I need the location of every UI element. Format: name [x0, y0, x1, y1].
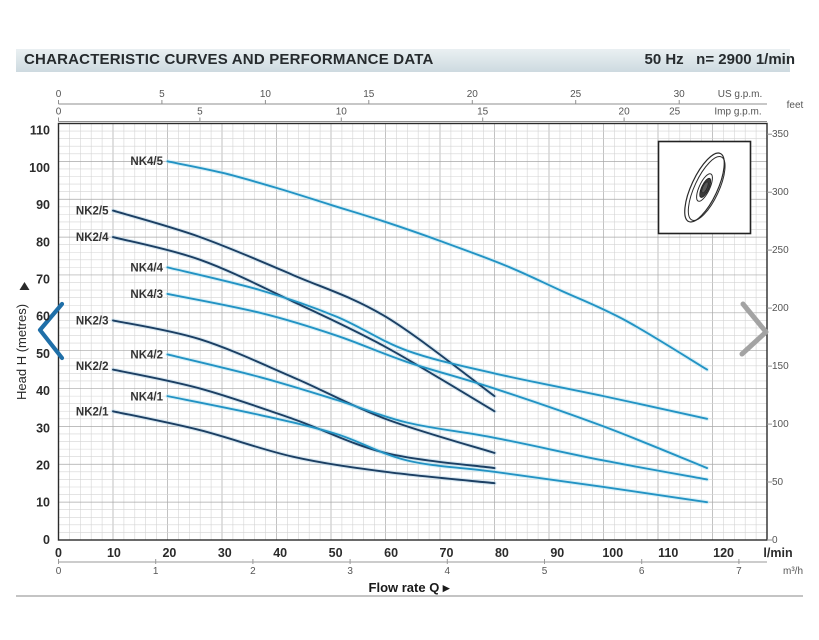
svg-text:50: 50 — [772, 477, 784, 488]
svg-text:50: 50 — [329, 546, 343, 560]
svg-text:feet: feet — [787, 100, 804, 111]
svg-text:10: 10 — [260, 89, 272, 100]
svg-text:100: 100 — [772, 419, 789, 430]
svg-text:30: 30 — [674, 89, 686, 100]
svg-text:90: 90 — [550, 546, 564, 560]
svg-text:150: 150 — [772, 361, 789, 372]
svg-text:l/min: l/min — [763, 546, 792, 560]
svg-text:Imp g.p.m.: Imp g.p.m. — [714, 107, 761, 118]
svg-text:1: 1 — [153, 566, 159, 577]
svg-text:0: 0 — [56, 107, 62, 118]
svg-text:5: 5 — [197, 107, 203, 118]
svg-text:350: 350 — [772, 129, 789, 140]
svg-text:3: 3 — [347, 566, 353, 577]
svg-text:10: 10 — [36, 496, 50, 510]
svg-text:120: 120 — [713, 546, 734, 560]
svg-text:200: 200 — [772, 303, 789, 314]
svg-text:60: 60 — [384, 546, 398, 560]
svg-text:5: 5 — [159, 89, 165, 100]
svg-text:4: 4 — [445, 566, 451, 577]
svg-text:50: 50 — [36, 347, 50, 361]
svg-text:70: 70 — [440, 546, 454, 560]
svg-text:20: 20 — [619, 107, 631, 118]
svg-text:NK2/1: NK2/1 — [76, 407, 109, 419]
svg-text:110: 110 — [30, 124, 50, 138]
svg-text:NK4/1: NK4/1 — [130, 392, 163, 404]
svg-text:NK2/2: NK2/2 — [76, 361, 109, 373]
svg-text:30: 30 — [36, 421, 50, 435]
svg-text:10: 10 — [107, 546, 121, 560]
svg-text:0: 0 — [772, 535, 778, 546]
svg-text:100: 100 — [602, 546, 623, 560]
svg-text:300: 300 — [772, 187, 789, 198]
svg-text:20: 20 — [467, 89, 479, 100]
svg-text:100: 100 — [29, 161, 50, 175]
svg-text:m³/h: m³/h — [783, 566, 803, 577]
svg-text:15: 15 — [363, 89, 375, 100]
svg-text:25: 25 — [570, 89, 582, 100]
svg-text:80: 80 — [36, 235, 50, 249]
svg-text:80: 80 — [495, 546, 509, 560]
svg-text:25: 25 — [669, 107, 681, 118]
svg-text:Flow rate Q ▸: Flow rate Q ▸ — [369, 580, 451, 595]
svg-text:6: 6 — [639, 566, 645, 577]
svg-text:70: 70 — [36, 273, 50, 287]
svg-text:0: 0 — [43, 533, 50, 547]
svg-text:110: 110 — [658, 546, 678, 560]
svg-text:0: 0 — [55, 546, 62, 560]
svg-text:60: 60 — [36, 310, 50, 324]
svg-text:NK4/4: NK4/4 — [130, 263, 163, 275]
svg-text:30: 30 — [218, 546, 232, 560]
svg-text:0: 0 — [56, 89, 62, 100]
svg-text:NK4/2: NK4/2 — [130, 350, 163, 362]
svg-text:5: 5 — [542, 566, 548, 577]
svg-text:NK2/5: NK2/5 — [76, 206, 109, 218]
svg-text:0: 0 — [56, 566, 62, 577]
svg-text:Head H (metres): Head H (metres) — [14, 304, 29, 400]
svg-text:NK2/3: NK2/3 — [76, 316, 109, 328]
svg-text:2: 2 — [250, 566, 256, 577]
svg-text:15: 15 — [477, 107, 489, 118]
svg-text:40: 40 — [273, 546, 287, 560]
svg-text:10: 10 — [336, 107, 348, 118]
svg-text:7: 7 — [736, 566, 742, 577]
svg-text:NK2/4: NK2/4 — [76, 232, 109, 244]
svg-text:20: 20 — [162, 546, 176, 560]
svg-text:NK4/5: NK4/5 — [130, 156, 163, 168]
svg-text:40: 40 — [36, 384, 50, 398]
svg-text:US g.p.m.: US g.p.m. — [718, 89, 762, 100]
svg-text:90: 90 — [36, 198, 50, 212]
svg-text:20: 20 — [36, 459, 50, 473]
svg-text:NK4/3: NK4/3 — [130, 289, 163, 301]
svg-text:250: 250 — [772, 245, 789, 256]
